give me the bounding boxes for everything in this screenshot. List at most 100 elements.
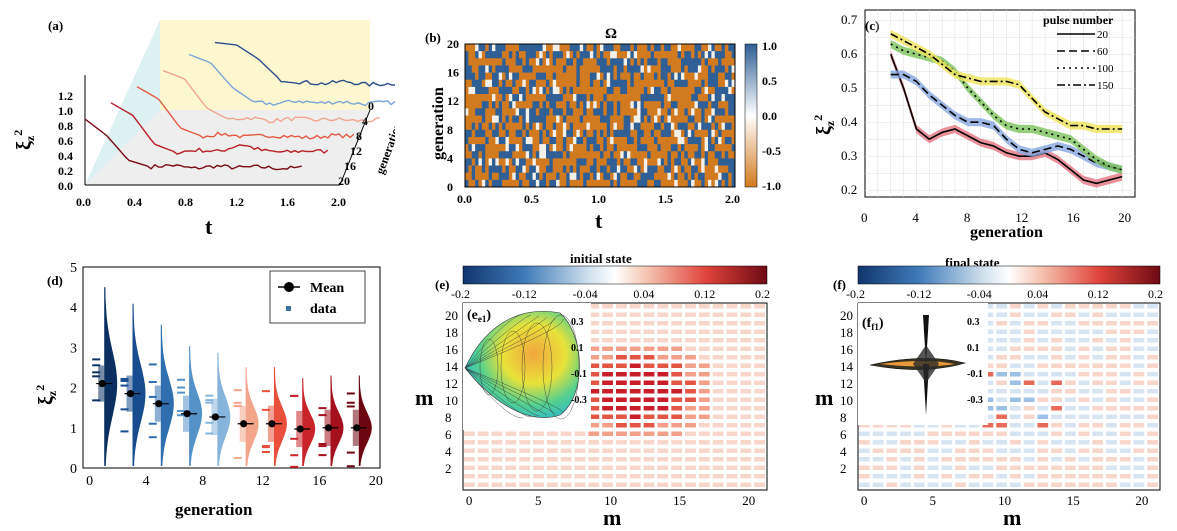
matrix-cell <box>616 329 627 334</box>
heat-cell <box>600 136 604 145</box>
heat-cell <box>546 115 550 123</box>
heat-cell <box>566 151 570 159</box>
matrix-cell <box>1037 321 1049 326</box>
matrix-cell <box>685 465 696 470</box>
matrix-cell <box>657 355 669 360</box>
heat-cell <box>552 58 557 66</box>
heat-cell <box>637 179 641 188</box>
heat-cell <box>613 58 618 66</box>
matrix-cell <box>629 363 641 368</box>
heat-cell <box>576 58 581 66</box>
heat-cell <box>657 129 662 138</box>
matrix-cell <box>1092 346 1104 351</box>
heat-cell <box>616 65 621 73</box>
heat-cell <box>643 58 648 66</box>
matrix-cell <box>1064 414 1076 419</box>
matrix-cell <box>560 440 572 445</box>
matrix-cell <box>726 406 738 411</box>
matrix-cell <box>1147 329 1158 334</box>
heat-cell <box>465 86 469 95</box>
matrix-cell <box>1119 304 1131 309</box>
heat-cell <box>589 101 594 109</box>
heat-cell <box>576 179 581 188</box>
heat-cell <box>600 179 604 188</box>
matrix-cell <box>1051 312 1062 317</box>
heat-cell <box>630 136 635 145</box>
matrix-cell <box>754 448 765 453</box>
matrix-cell <box>505 474 517 479</box>
matrix-cell <box>740 380 752 385</box>
matrix-cell <box>574 431 586 436</box>
matrix-cell <box>740 448 752 453</box>
mesh-ring <box>479 338 499 396</box>
heat-cell <box>542 129 547 138</box>
heat-cell <box>687 44 692 52</box>
heat-cell <box>606 51 611 59</box>
heat-cell <box>546 94 550 102</box>
matrix-cell <box>698 440 710 445</box>
heat-cell <box>667 115 672 123</box>
heat-cell <box>603 58 608 66</box>
heat-cell <box>620 122 624 131</box>
matrix-cell <box>560 448 572 453</box>
matrix-cell <box>1106 414 1117 419</box>
heat-cell <box>664 79 668 88</box>
matrix-cell <box>616 474 627 479</box>
heat-cell <box>549 129 554 138</box>
matrix-cell <box>546 431 558 436</box>
matrix-cell <box>1092 423 1104 428</box>
heat-cell <box>522 65 527 73</box>
heat-cell <box>481 129 486 138</box>
heat-cell <box>525 165 530 173</box>
heat-cell <box>539 44 543 52</box>
matrix-cell <box>886 440 898 445</box>
matrix-cell <box>1133 389 1145 394</box>
heat-cell <box>670 51 675 59</box>
matrix-cell <box>1133 321 1145 326</box>
heat-cell <box>498 179 503 188</box>
heat-cell <box>569 122 574 131</box>
x-tick-10: 10 <box>998 493 1011 508</box>
heat-cell <box>623 86 628 95</box>
heat-cell <box>481 86 486 95</box>
heat-cell <box>525 179 530 188</box>
heat-cell <box>674 144 678 152</box>
heat-cell <box>610 101 614 109</box>
matrix-cell <box>1064 312 1076 317</box>
heat-cell <box>593 136 597 145</box>
matrix-cell <box>533 457 544 462</box>
heat-cell <box>633 165 638 173</box>
heat-cell <box>674 58 678 66</box>
matrix-cell <box>982 440 994 445</box>
matrix-cell <box>1147 406 1158 411</box>
matrix-cell <box>968 448 980 453</box>
matrix-cell <box>533 440 544 445</box>
heat-cell <box>606 72 611 81</box>
heat-cell <box>542 122 547 131</box>
heat-cell <box>525 51 530 59</box>
heat-cell <box>731 79 736 88</box>
inset-tick-0.1: 0.1 <box>967 343 980 354</box>
heat-cell <box>471 58 476 66</box>
y-tick-10: 10 <box>840 393 853 408</box>
heat-cell <box>583 86 587 95</box>
heat-cell <box>670 72 675 81</box>
heat-cell <box>468 79 473 88</box>
heat-cell <box>562 136 567 145</box>
heat-cell <box>643 44 648 52</box>
heat-cell <box>593 79 597 88</box>
matrix-cell <box>1119 482 1131 487</box>
heat-cell <box>697 172 702 181</box>
matrix-cell <box>1147 338 1158 343</box>
matrix-cell <box>1119 380 1131 385</box>
matrix-cell <box>996 414 1007 419</box>
heat-cell <box>728 58 732 66</box>
heat-cell <box>522 79 527 88</box>
heat-cell <box>640 79 645 88</box>
matrix-cell <box>982 423 994 428</box>
heat-cell <box>579 122 584 131</box>
heat-cell <box>630 79 635 88</box>
heat-cell <box>633 122 638 131</box>
heat-cell <box>731 108 736 116</box>
heat-cell <box>731 65 736 73</box>
